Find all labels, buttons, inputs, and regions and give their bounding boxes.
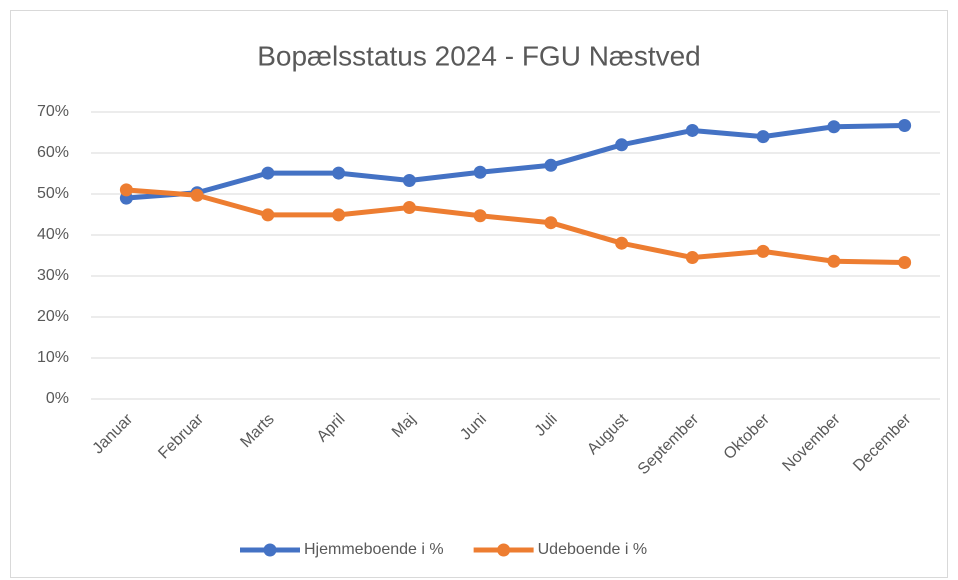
point [473,165,487,179]
point [261,166,275,180]
legend-label: Udeboende i % [538,541,647,558]
point [261,208,275,222]
point [473,209,487,223]
point [615,236,629,250]
point [544,216,558,230]
point [402,201,416,215]
legend-label: Hjemmeboende i % [304,541,444,558]
point [119,183,133,197]
point [685,123,699,137]
point [898,119,912,133]
y-tick-label: 40% [37,226,69,243]
point [615,138,629,152]
point [898,255,912,269]
point [827,120,841,134]
y-tick-label: 30% [37,267,69,284]
point [402,173,416,187]
point [544,158,558,172]
y-tick-label: 10% [37,349,69,366]
series-line [126,187,905,265]
y-tick-label: 70% [37,103,69,120]
chart-border [10,10,948,578]
y-tick-label: 60% [37,144,69,161]
point [827,254,841,268]
point [332,208,346,222]
legend-marker [263,543,277,557]
point [756,244,770,258]
y-tick-label: 0% [46,390,69,407]
y-tick-label: 20% [37,308,69,325]
series-line [126,123,905,201]
point [756,130,770,144]
legend-marker [497,543,511,557]
point [190,188,204,202]
point [685,251,699,265]
y-tick-label: 50% [37,185,69,202]
point [332,166,346,180]
chart-title: Bopælsstatus 2024 - FGU Næstved [257,40,701,71]
